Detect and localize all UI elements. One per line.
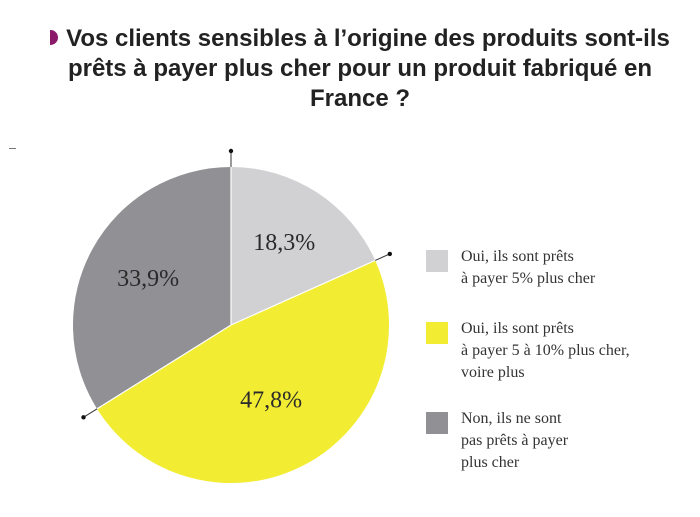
slice-value-labels: 18,3% 47,8% 33,9%	[117, 230, 315, 413]
leader-dot	[228, 148, 234, 154]
slice-separators	[81, 148, 393, 420]
legend-label: Non, ils ne sont pas prêts à payer plus …	[461, 410, 569, 471]
legend-swatch	[426, 412, 448, 434]
leader-line	[83, 408, 98, 418]
legend-label: Oui, ils sont prêts à payer 5 à 10% plus…	[461, 320, 630, 381]
leader-line	[375, 253, 391, 261]
slice-separator	[83, 324, 232, 418]
legend-label: Oui, ils sont prêts à payer 5% plus cher	[461, 248, 596, 287]
pie-slices	[72, 167, 390, 484]
slice-5-percent	[231, 167, 376, 325]
chart-title: Vos clients sensibles à l’origine des pr…	[40, 24, 680, 114]
decorative-dash	[9, 148, 16, 149]
leader-dot	[81, 415, 86, 420]
chart-title-text: Vos clients sensibles à l’origine des pr…	[66, 25, 670, 112]
legend-swatch	[426, 322, 448, 344]
slice-value-label: 18,3%	[253, 230, 315, 256]
slice-value-label: 47,8%	[240, 387, 302, 413]
legend-swatch	[426, 250, 448, 272]
slice-5-to-10-percent	[97, 260, 390, 484]
slice-no	[72, 167, 232, 409]
slice-separator	[230, 253, 391, 326]
slice-value-label: 33,9%	[117, 266, 179, 292]
title-bullet-icon	[50, 30, 59, 45]
leader-dot	[387, 251, 393, 257]
